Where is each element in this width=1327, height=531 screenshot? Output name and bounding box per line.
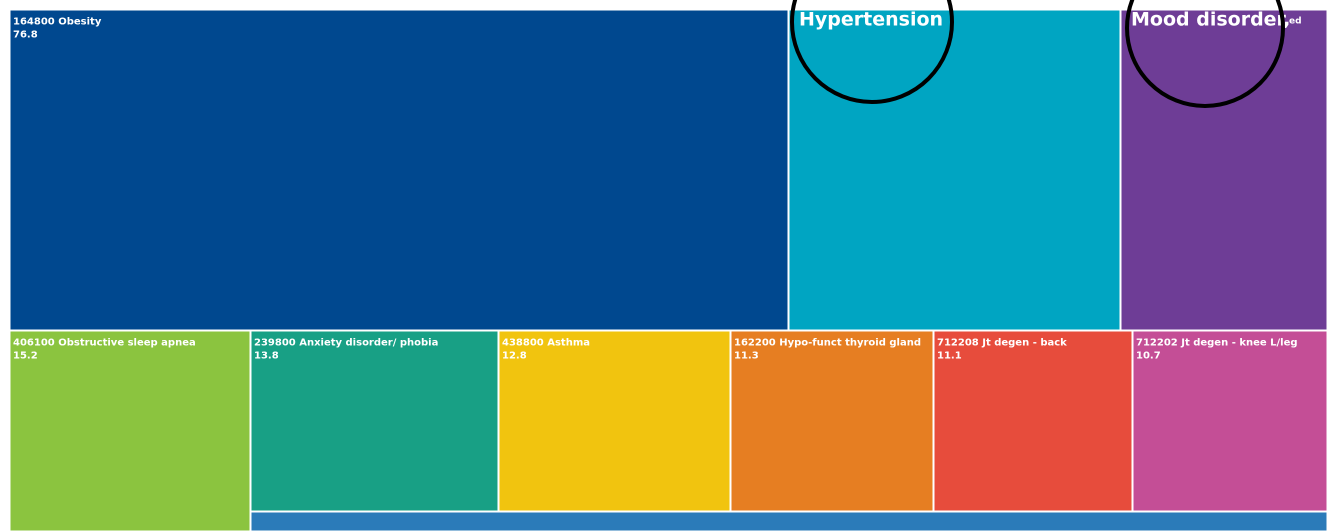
tile-label: 239800 Anxiety disorder/ phobia xyxy=(254,337,438,348)
tile-label: 438800 Asthma xyxy=(502,337,590,348)
tile-value: 76.8 xyxy=(13,29,38,40)
tile xyxy=(1132,330,1327,512)
tiles: 164800 Obesity 76.8 Hypertension Mood disor… xyxy=(9,9,1327,531)
tile-label: 406100 Obstructive sleep apnea xyxy=(13,337,196,348)
tile xyxy=(250,330,499,512)
tile xyxy=(730,330,934,512)
tile xyxy=(9,330,251,531)
tile xyxy=(933,330,1133,512)
tile-value: 11.3 xyxy=(734,350,759,361)
tile-label: 162200 Hypo-funct thyroid gland xyxy=(734,337,921,348)
tile xyxy=(498,330,731,512)
highlight-circle xyxy=(790,0,954,104)
tile xyxy=(9,9,789,331)
tile xyxy=(788,9,1121,331)
tile-value: 13.8 xyxy=(254,350,279,361)
tile-value: 12.8 xyxy=(502,350,527,361)
tile-value: 11.1 xyxy=(937,350,962,361)
tile-label: 164800 Obesity xyxy=(13,16,102,27)
tile-value: 15.2 xyxy=(13,350,38,361)
tile-label: 712208 Jt degen - back xyxy=(937,337,1067,348)
label-fragment: ed xyxy=(1289,17,1302,27)
tile xyxy=(1120,9,1327,331)
tile-label: Hypertension xyxy=(799,9,943,31)
tile-label: Mood disorder, xyxy=(1131,9,1290,31)
tile-label: 712202 Jt degen - knee L/leg xyxy=(1136,337,1298,348)
tile xyxy=(250,511,1327,531)
highlight-circle xyxy=(1125,0,1285,108)
tile-value: 10.7 xyxy=(1136,350,1161,361)
